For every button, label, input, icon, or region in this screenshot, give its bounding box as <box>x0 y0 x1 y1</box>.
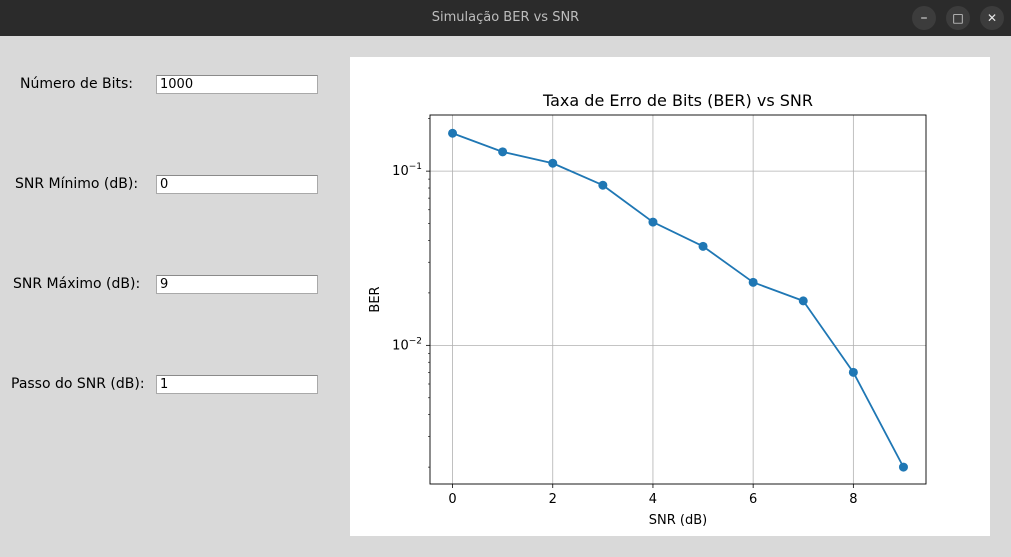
minimize-icon: – <box>920 10 928 26</box>
plot-canvas: 0 2 4 6 8 10−1 10−2 Taxa de Erro de Bits (BER) … <box>350 57 990 536</box>
data-point <box>748 277 758 287</box>
snr-max-label: SNR Máximo (dB): <box>13 276 141 292</box>
minimize-button[interactable]: – <box>912 6 936 30</box>
data-point <box>648 217 658 227</box>
x-tick-label: 6 <box>749 492 757 507</box>
x-tick-label: 8 <box>849 492 857 507</box>
x-axis-label: SNR (dB) <box>649 513 707 528</box>
data-point <box>798 296 808 306</box>
snr-max-input[interactable] <box>156 275 318 294</box>
data-point <box>548 158 558 168</box>
close-icon: ✕ <box>986 11 998 25</box>
y-axis-label: BER <box>368 286 383 312</box>
data-point <box>448 128 458 138</box>
chart-title: Taxa de Erro de Bits (BER) vs SNR <box>542 91 813 110</box>
snr-min-input[interactable] <box>156 175 318 194</box>
num-bits-label: Número de Bits: <box>20 76 134 92</box>
y-tick-label: 10−2 <box>392 336 422 353</box>
data-point <box>598 180 608 190</box>
title-bar: Simulação BER vs SNR – □ ✕ <box>0 0 1011 36</box>
ber-chart: 0 2 4 6 8 10−1 10−2 Taxa de Erro de Bits (BER) … <box>368 91 927 528</box>
snr-step-input[interactable] <box>156 375 318 394</box>
close-button[interactable]: ✕ <box>980 6 1004 30</box>
data-point <box>898 462 908 472</box>
data-point <box>498 147 508 157</box>
snr-min-label: SNR Mínimo (dB): <box>15 176 139 192</box>
x-tick-label: 2 <box>549 492 557 507</box>
series-line <box>452 132 905 468</box>
data-point <box>848 367 858 377</box>
x-tick-label: 4 <box>649 492 657 507</box>
x-tick-label: 0 <box>448 492 456 507</box>
maximize-icon: □ <box>952 11 964 25</box>
maximize-button[interactable]: □ <box>946 6 970 30</box>
window-title: Simulação BER vs SNR <box>431 10 580 25</box>
plot-frame <box>429 114 927 485</box>
snr-step-label: Passo do SNR (dB): <box>11 376 145 392</box>
data-point <box>698 241 708 251</box>
num-bits-input[interactable] <box>156 75 318 94</box>
y-tick-label: 10−1 <box>392 162 422 179</box>
